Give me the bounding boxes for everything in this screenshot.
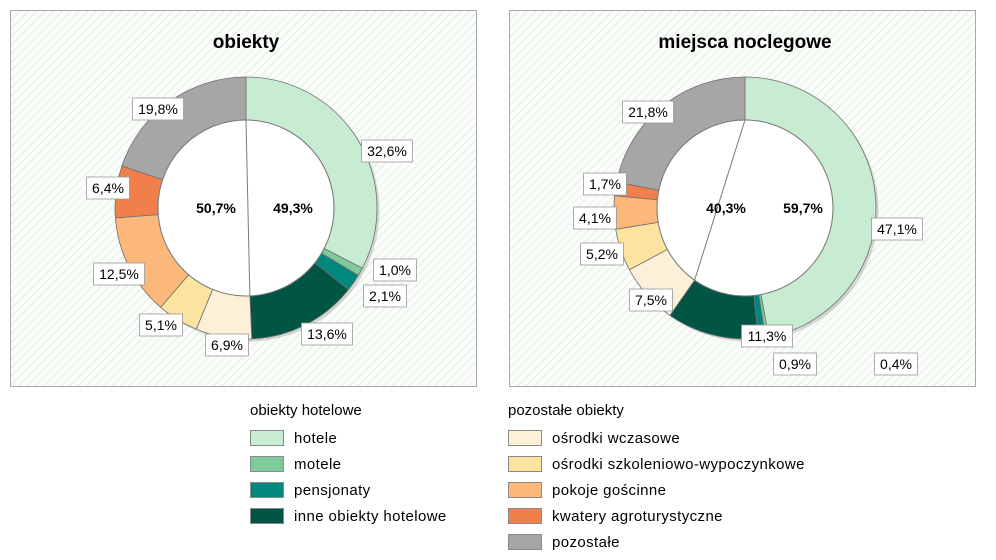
value-label-box: [580, 242, 624, 266]
value-label-box: [373, 258, 417, 282]
legend-item-motele: motele: [250, 451, 447, 477]
value-label-box: [205, 333, 249, 357]
value-label-pensjonaty: 0,9%: [779, 356, 811, 372]
legend-swatch: [508, 508, 542, 524]
legend-item-pensjonaty: pensjonaty: [250, 477, 447, 503]
value-label-box: [363, 284, 407, 308]
value-label-box: [361, 139, 413, 163]
legend-item-kwatery-agroturystyczne: kwatery agroturystyczne: [508, 503, 805, 529]
legend-swatch: [250, 430, 284, 446]
chart-title: miejsca noclegowe: [658, 32, 831, 53]
value-label-inne-obiekty-hotelowe: 11,3%: [748, 328, 787, 344]
legend-item-pokoje-goscinne: pokoje gościnne: [508, 477, 805, 503]
value-label-kwatery-agroturystyczne: 6,4%: [92, 180, 124, 196]
chart-title: obiekty: [213, 32, 280, 53]
value-label-box: [629, 288, 673, 312]
legend-label: kwatery agroturystyczne: [552, 507, 723, 525]
inner-divider: [694, 119, 746, 281]
legend-swatch: [508, 456, 542, 472]
legend-label: motele: [294, 455, 342, 473]
legend-label: ośrodki szkoleniowo-wypoczynkowe: [552, 455, 805, 473]
legend-swatch: [508, 534, 542, 550]
value-label-inne-obiekty-hotelowe: 13,6%: [307, 326, 347, 342]
legend-swatch: [508, 430, 542, 446]
value-label-pensjonaty: 2,1%: [369, 288, 401, 304]
value-label-hotele: 47,1%: [877, 221, 917, 237]
legend-title: obiekty hotelowe: [250, 402, 362, 419]
legend-other-group: pozostałe obiekty ośrodki wczasowe ośrod…: [508, 400, 805, 555]
value-label-pokoje-goscinne: 4,1%: [579, 210, 611, 226]
inner-value-label: 40,3%: [706, 200, 746, 216]
legend-label: ośrodki wczasowe: [552, 429, 681, 447]
value-label-osrodki-wczasowe: 7,5%: [635, 292, 667, 308]
value-label-box: [573, 206, 617, 230]
legend-item-osrodki-szkoleniowo-wypoczynkowe: ośrodki szkoleniowo-wypoczynkowe: [508, 451, 805, 477]
legend-label: hotele: [294, 429, 338, 447]
legend-item-inne-obiekty-hotelowe: inne obiekty hotelowe: [250, 503, 447, 529]
value-label-box: [871, 217, 923, 241]
value-label-kwatery-agroturystyczne: 1,7%: [589, 176, 621, 192]
inner-value-label: 50,7%: [196, 200, 236, 216]
value-label-box: [93, 262, 145, 286]
chart-panel-obiekty: obiekty 49,3% 50,7% 32,6% 1,0% 2,1% 13,6% 6,9% 5…: [10, 10, 477, 387]
legend-label: pensjonaty: [294, 481, 371, 499]
value-label-box: [132, 97, 184, 121]
donut-chart-miejsca-noclegowe: miejsca noclegowe 59,7% 40,3% 47,1% 0,4% 0,9%…: [573, 32, 923, 376]
inner-value-label: 59,7%: [783, 200, 823, 216]
value-label-osrodki-wczasowe: 6,9%: [211, 337, 243, 353]
legend-swatch: [250, 456, 284, 472]
value-label-box: [622, 100, 674, 124]
chart-panel-miejsca-noclegowe: miejsca noclegowe 59,7% 40,3% 47,1% 0,4% 0,9%…: [509, 10, 976, 387]
value-label-box: [741, 324, 793, 348]
value-label-box: [773, 352, 817, 376]
legend-swatch: [508, 482, 542, 498]
legend-label: pokoje gościnne: [552, 481, 667, 499]
legend-label: inne obiekty hotelowe: [294, 507, 447, 525]
value-label-box: [301, 322, 353, 346]
value-label-pozostale: 21,8%: [628, 104, 668, 120]
value-label-pokoje-goscinne: 12,5%: [99, 266, 139, 282]
value-label-box: [583, 172, 627, 196]
legend-label: pozostałe: [552, 533, 620, 551]
legend-item-hotele: hotele: [250, 425, 447, 451]
value-label-hotele: 32,6%: [367, 143, 407, 159]
legend-title: pozostałe obiekty: [508, 402, 624, 419]
legend-swatch: [250, 508, 284, 524]
value-label-motele: 1,0%: [379, 262, 411, 278]
legend-item-pozostale: pozostałe: [508, 529, 805, 555]
value-label-box: [874, 352, 918, 376]
value-label-motele: 0,4%: [880, 356, 912, 372]
value-label-box: [86, 176, 130, 200]
value-label-pozostale: 19,8%: [138, 101, 178, 117]
value-label-osrodki-szkoleniowo-wypoczynkowe: 5,1%: [145, 317, 177, 333]
value-label-box: [139, 313, 183, 337]
legend-hotel-group: obiekty hotelowe hotele motele pensjonat…: [250, 400, 447, 529]
legend-swatch: [250, 482, 284, 498]
inner-divider: [245, 119, 251, 296]
value-label-osrodki-szkoleniowo-wypoczynkowe: 5,2%: [586, 246, 618, 262]
inner-value-label: 49,3%: [273, 200, 313, 216]
donut-chart-obiekty: obiekty 49,3% 50,7% 32,6% 1,0% 2,1% 13,6% 6,9% 5…: [86, 32, 417, 357]
legend-item-osrodki-wczasowe: ośrodki wczasowe: [508, 425, 805, 451]
